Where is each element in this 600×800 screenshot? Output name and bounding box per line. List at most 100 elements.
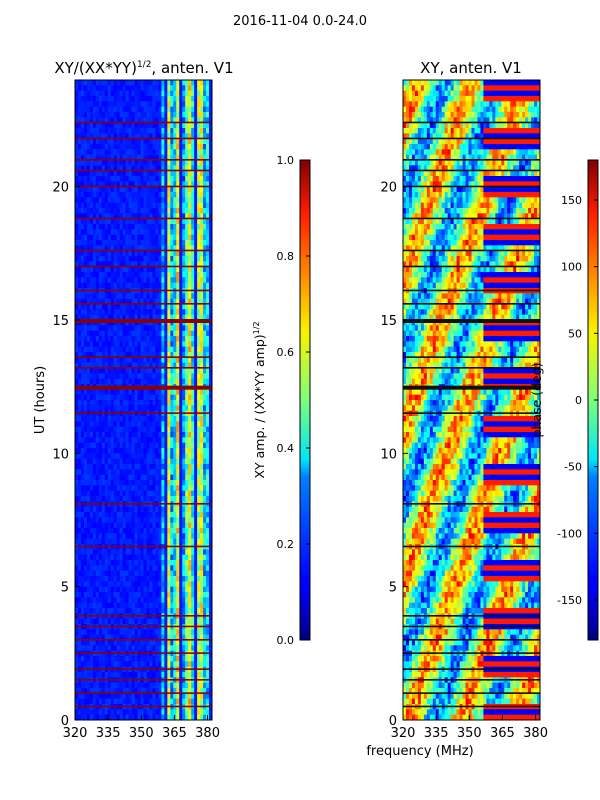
heatmap-cell	[119, 512, 124, 518]
heatmap-cell	[149, 314, 153, 321]
heatmap-cell	[191, 405, 195, 412]
heatmap-cell	[155, 325, 159, 332]
heatmap-cell	[161, 448, 165, 454]
heatmap-cell	[173, 464, 177, 470]
heatmap-cell	[152, 645, 156, 652]
heatmap-cell	[137, 522, 142, 529]
heatmap-cell	[191, 570, 195, 577]
heatmap-cell	[131, 442, 136, 449]
heatmap-cell	[77, 218, 82, 225]
heatmap-cell	[110, 330, 115, 337]
heatmap-cell	[206, 362, 210, 369]
heatmap-cell	[170, 490, 174, 497]
heatmap-cell	[164, 640, 168, 646]
heatmap-cell	[134, 122, 139, 129]
heatmap-cell	[155, 117, 159, 124]
heatmap-cell	[206, 154, 210, 161]
heatmap-cell	[104, 176, 109, 182]
heatmap-cell	[140, 469, 144, 476]
heatmap-cell	[83, 554, 88, 561]
heatmap-cell	[98, 389, 103, 396]
heatmap-cell	[179, 565, 183, 572]
heatmap-cell	[185, 133, 189, 140]
heatmap-cell	[203, 144, 207, 150]
heatmap-cell	[200, 128, 204, 134]
heatmap-cell	[131, 266, 136, 273]
heatmap-cell	[185, 160, 189, 166]
heatmap-cell	[155, 96, 159, 102]
heatmap-cell	[98, 560, 103, 566]
heatmap-cell	[203, 277, 207, 284]
heatmap-cell	[209, 400, 212, 406]
heatmap-cell	[167, 282, 171, 289]
heatmap-cell	[158, 341, 162, 348]
heatmap-cell	[80, 261, 85, 268]
heatmap-cell	[143, 112, 147, 118]
heatmap-cell	[122, 149, 127, 156]
heatmap-cell	[98, 256, 103, 262]
heatmap-cell	[116, 629, 121, 636]
heatmap-cell	[161, 330, 165, 337]
heatmap-cell	[122, 634, 127, 641]
heatmap-cell	[92, 208, 97, 214]
heatmap-cell	[149, 528, 153, 534]
heatmap-cell	[164, 293, 168, 300]
heatmap-cell	[122, 357, 127, 364]
heatmap-cell	[116, 549, 121, 556]
heatmap-cell	[128, 272, 133, 278]
heatmap-cell	[146, 256, 150, 262]
heatmap-cell	[95, 282, 100, 289]
heatmap-cell	[167, 314, 171, 321]
heatmap-cell	[98, 133, 103, 140]
heatmap-cell	[188, 469, 192, 476]
heatmap-cell	[128, 432, 133, 438]
heatmap-cell	[182, 453, 186, 460]
heatmap-cell	[98, 309, 103, 316]
heatmap-cell	[134, 176, 139, 182]
heatmap-cell	[179, 325, 183, 332]
heatmap-cell	[176, 277, 180, 284]
heatmap-cell	[155, 352, 159, 358]
heatmap-cell	[80, 448, 85, 454]
heatmap-cell	[200, 325, 204, 332]
heatmap-cell	[176, 309, 180, 316]
heatmap-cell	[128, 325, 133, 332]
heatmap-cell	[86, 277, 91, 284]
heatmap-cell	[119, 165, 124, 172]
heatmap-cell	[155, 362, 159, 369]
heatmap-cell	[137, 208, 142, 214]
heatmap-cell	[146, 421, 150, 428]
heatmap-cell	[98, 170, 103, 177]
heatmap-cell	[185, 469, 189, 476]
heatmap-cell	[200, 122, 204, 129]
heatmap-cell	[95, 474, 100, 481]
heatmap-cell	[92, 224, 97, 230]
heatmap-cell	[206, 138, 210, 145]
heatmap-cell	[77, 106, 82, 113]
heatmap-cell	[167, 192, 171, 198]
heatmap-cell	[110, 144, 115, 150]
heatmap-cell	[191, 533, 195, 540]
heatmap-cell	[119, 474, 124, 481]
heatmap-cell	[98, 634, 103, 641]
heatmap-cell	[83, 426, 88, 433]
heatmap-cell	[206, 250, 210, 257]
heatmap-cell	[113, 133, 118, 140]
heatmap-cell	[113, 336, 118, 342]
heatmap-cell	[110, 560, 115, 566]
heatmap-cell	[128, 394, 133, 401]
heatmap-cell	[86, 213, 91, 220]
heatmap-cell	[197, 272, 201, 278]
heatmap-cell	[206, 181, 210, 188]
heatmap-cell	[107, 522, 112, 529]
heatmap-cell	[140, 154, 144, 161]
heatmap-cell	[75, 314, 79, 321]
heatmap-cell	[110, 256, 115, 262]
heatmap-cell	[179, 490, 183, 497]
heatmap-cell	[131, 245, 136, 252]
heatmap-cell	[107, 229, 112, 236]
heatmap-cell	[173, 538, 177, 545]
heatmap-cell	[134, 138, 139, 145]
heatmap-cell	[92, 181, 97, 188]
heatmap-cell	[107, 656, 112, 662]
